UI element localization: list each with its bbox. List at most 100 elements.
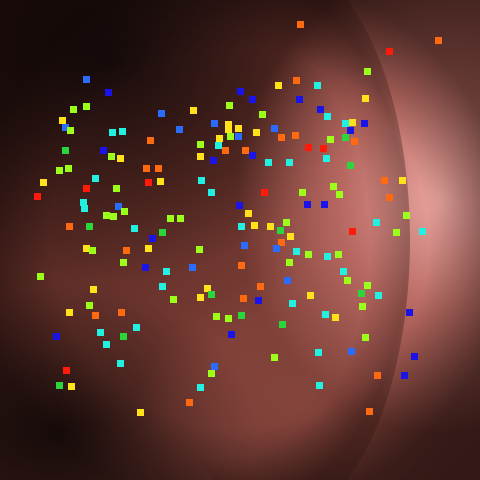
feature-marker-cyan [314,82,321,89]
feature-marker-yellow [83,245,90,252]
feature-marker-cyan [342,120,349,127]
feature-marker-cyan [316,382,323,389]
feature-marker-lime [170,296,177,303]
feature-marker-orange [222,147,229,154]
feature-marker-lime [330,183,337,190]
feature-marker-yellow [197,294,204,301]
feature-marker-cyan [197,384,204,391]
feature-marker-green [159,229,166,236]
feature-marker-blue [158,110,165,117]
feature-marker-navy [401,372,408,379]
feature-marker-navy [237,88,244,95]
feature-marker-yellow [68,383,75,390]
feature-marker-lime [259,111,266,118]
feature-marker-lime [120,259,127,266]
feature-marker-navy [236,202,243,209]
feature-marker-cyan [286,159,293,166]
feature-marker-cyan [163,268,170,275]
feature-marker-orange [374,372,381,379]
feature-marker-lime [335,251,342,258]
feature-marker-navy [411,353,418,360]
feature-marker-navy [347,127,354,134]
feature-marker-navy [249,96,256,103]
feature-marker-orange [351,138,358,145]
feature-marker-cyan [322,311,329,318]
feature-marker-lime [196,246,203,253]
feature-marker-orange [240,295,247,302]
feature-marker-yellow [137,409,144,416]
feature-marker-orange [386,194,393,201]
feature-marker-yellow [197,153,204,160]
feature-marker-navy [255,297,262,304]
feature-marker-orange [186,399,193,406]
feature-marker-cyan [215,142,222,149]
feature-marker-green [208,291,215,298]
feature-marker-lime [225,315,232,322]
feature-marker-yellow [117,155,124,162]
feature-marker-cyan [103,341,110,348]
feature-marker-orange [293,77,300,84]
feature-marker-red [305,144,312,151]
feature-marker-blue [348,348,355,355]
feature-marker-cyan [97,329,104,336]
feature-marker-cyan [340,268,347,275]
feature-marker-green [358,290,365,297]
feature-marker-lime [362,334,369,341]
feature-marker-lime [271,354,278,361]
feature-marker-lime [67,127,74,134]
feature-marker-yellow [349,119,356,126]
feature-marker-green [62,147,69,154]
feature-marker-cyan [92,175,99,182]
feature-marker-cyan [323,155,330,162]
feature-marker-blue [211,120,218,127]
feature-marker-yellow [157,178,164,185]
feature-marker-orange [257,283,264,290]
feature-marker-green [56,382,63,389]
feature-marker-orange [66,223,73,230]
feature-marker-yellow [267,223,274,230]
feature-marker-lime [327,136,334,143]
feature-marker-lime [364,68,371,75]
feature-marker-cyan [289,300,296,307]
feature-marker-yellow [190,107,197,114]
feature-marker-cyan [159,283,166,290]
feature-marker-lime [197,141,204,148]
feature-marker-yellow [216,135,223,142]
feature-marker-yellow [332,314,339,321]
feature-marker-blue [271,125,278,132]
feature-marker-red [261,189,268,196]
feature-marker-cyan [133,324,140,331]
feature-marker-navy [100,147,107,154]
feature-marker-green [342,134,349,141]
feature-marker-orange [366,408,373,415]
feature-marker-cyan [324,253,331,260]
feature-marker-orange [242,147,249,154]
feature-marker-cyan [315,349,322,356]
feature-marker-cyan [81,205,88,212]
feature-marker-lime [83,103,90,110]
feature-marker-red [320,145,327,152]
feature-marker-lime [344,277,351,284]
feature-marker-yellow [362,95,369,102]
feature-marker-navy [210,157,217,164]
feature-marker-navy [361,120,368,127]
feature-marker-lime [103,212,110,219]
feature-marker-lime [37,273,44,280]
feature-marker-cyan [324,113,331,120]
feature-marker-cyan [117,360,124,367]
feature-marker-orange [435,37,442,44]
feature-marker-orange [292,132,299,139]
feature-marker-red [386,48,393,55]
feature-marker-red [83,185,90,192]
feature-marker-navy [406,309,413,316]
feature-marker-orange [238,262,245,269]
feature-marker-red [34,193,41,200]
feature-marker-orange [155,165,162,172]
feature-marker-cyan [198,177,205,184]
feature-marker-cyan [109,129,116,136]
feature-marker-lime [305,251,312,258]
feature-marker-lime [110,213,117,220]
feature-marker-green [86,223,93,230]
feature-marker-lime [108,153,115,160]
